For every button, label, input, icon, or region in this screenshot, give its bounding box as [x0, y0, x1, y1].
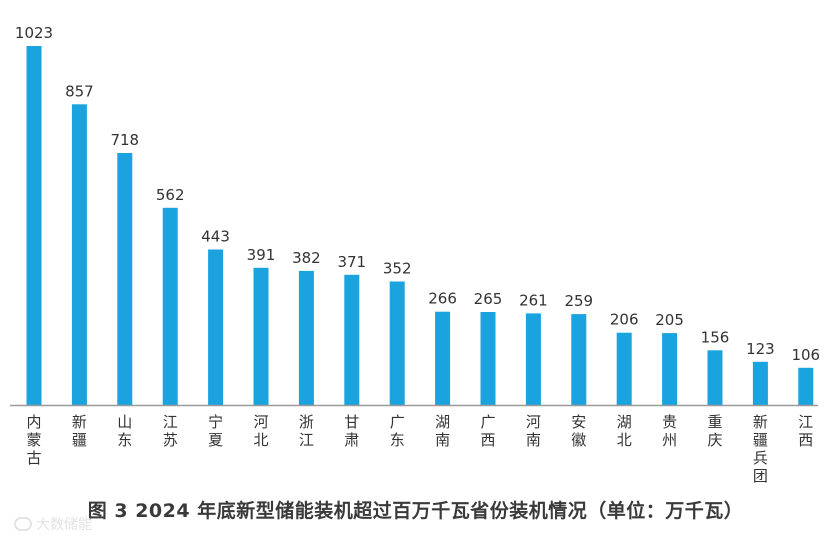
category-label: 浙江 [299, 413, 314, 449]
watermark: 大数储能 [14, 514, 92, 534]
value-label: 106 [791, 346, 820, 364]
category-label: 广东 [390, 413, 405, 449]
category-label: 河南 [526, 413, 541, 449]
bars-group [26, 46, 814, 406]
category-label: 河北 [253, 413, 268, 449]
value-label: 205 [655, 311, 684, 329]
value-labels-group: 1023 857 718 562 443 391 382 371 352 266 265 261 259… [15, 24, 820, 364]
bar [117, 153, 133, 405]
bar [616, 332, 632, 405]
value-label: 371 [337, 253, 366, 271]
category-label: 广西 [480, 413, 495, 449]
bar [525, 313, 541, 405]
bar [707, 350, 723, 405]
bar-chart: 1023 857 718 562 443 391 382 371 352 266 265 261 259… [10, 24, 820, 485]
category-label: 新疆 [72, 413, 87, 449]
bar [253, 267, 269, 405]
value-label: 261 [519, 291, 548, 309]
value-label: 123 [746, 340, 775, 358]
bar [162, 207, 178, 405]
value-label: 352 [383, 260, 412, 278]
bar [26, 46, 42, 405]
bar [208, 249, 224, 405]
bar [662, 333, 678, 405]
bar [798, 367, 814, 405]
value-label: 1023 [15, 24, 53, 42]
bar [435, 311, 451, 405]
watermark-text: 大数储能 [36, 517, 92, 533]
category-label: 宁夏 [208, 413, 223, 449]
value-label: 562 [156, 186, 185, 204]
category-label: 江苏 [163, 413, 178, 449]
value-label: 718 [110, 131, 139, 149]
category-label: 内蒙古 [26, 413, 41, 467]
bar [71, 104, 87, 406]
bar [480, 312, 496, 405]
category-label: 湖南 [435, 413, 450, 449]
bar [344, 274, 360, 405]
bar [752, 361, 768, 405]
value-label: 857 [65, 82, 94, 100]
value-label: 265 [474, 290, 503, 308]
value-label: 382 [292, 249, 321, 267]
bar [298, 270, 314, 405]
category-label: 新疆兵团 [753, 413, 768, 485]
category-label: 江西 [798, 413, 813, 449]
category-label: 安徽 [571, 413, 586, 449]
value-label: 391 [247, 246, 276, 264]
value-label: 266 [428, 290, 457, 308]
category-label: 贵州 [662, 413, 677, 449]
value-label: 206 [610, 311, 639, 329]
category-label: 重庆 [707, 413, 722, 449]
category-label: 湖北 [617, 413, 632, 449]
value-label: 259 [564, 292, 593, 310]
chart-caption: 图 3 2024 年底新型储能装机超过百万千瓦省份装机情况（单位：万千瓦） [87, 500, 744, 522]
logo-icon [14, 517, 32, 531]
value-label: 443 [201, 228, 230, 246]
category-label: 甘肃 [344, 413, 359, 449]
value-label: 156 [701, 328, 730, 346]
category-label: 山东 [117, 413, 132, 449]
bar [389, 281, 405, 405]
bar [571, 314, 587, 405]
